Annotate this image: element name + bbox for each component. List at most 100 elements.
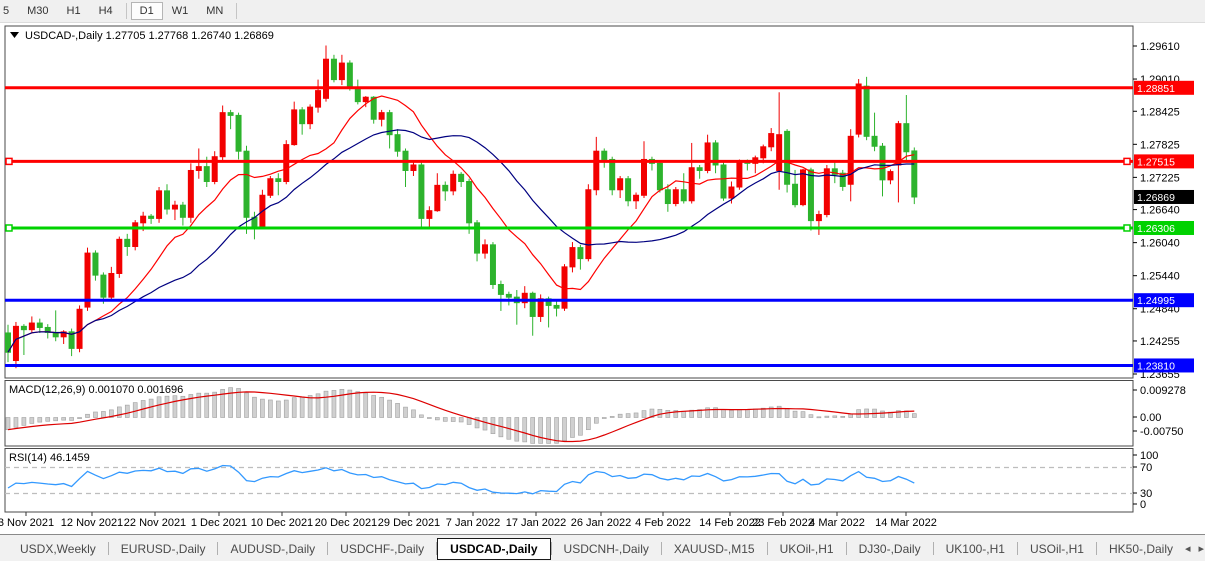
tab-separator (845, 542, 847, 555)
tab-scroll-arrows: ◂ ▸ (1185, 542, 1204, 555)
tab-usdcnh-daily[interactable]: USDCNH-,Daily (563, 541, 649, 556)
svg-text:1.25440: 1.25440 (1140, 271, 1180, 283)
ma-slow-line (7, 129, 915, 353)
timeframe-button-h4[interactable]: H4 (98, 5, 113, 17)
svg-text:-0.00750: -0.00750 (1140, 426, 1183, 438)
tab-ukoil-h1[interactable]: UKOil-,H1 (779, 541, 834, 556)
tab-audusd-daily[interactable]: AUDUSD-,Daily (230, 541, 316, 556)
timeframe-button-m30[interactable]: M30 (27, 5, 49, 17)
svg-text:1.26869: 1.26869 (1137, 192, 1175, 204)
tab-usdchf-daily[interactable]: USDCHF-,Daily (340, 541, 425, 556)
svg-text:1 Dec 2021: 1 Dec 2021 (191, 517, 247, 529)
hline-handle[interactable] (1123, 224, 1131, 232)
price-badge-1.24995: 1.24995 (1134, 293, 1194, 308)
tab-usdcad-daily[interactable]: USDCAD-,Daily (437, 537, 551, 560)
tab-scroll-right-icon[interactable]: ▸ (1198, 543, 1205, 555)
candles-series (5, 45, 918, 369)
tab-uk100-h1[interactable]: UK100-,H1 (945, 541, 1005, 556)
svg-text:14 Mar 2022: 14 Mar 2022 (875, 517, 937, 529)
svg-text:1.24255: 1.24255 (1140, 336, 1180, 348)
macd-histogram (5, 387, 917, 444)
price-badge-1.26306: 1.26306 (1134, 220, 1194, 235)
svg-text:4 Mar 2022: 4 Mar 2022 (809, 517, 865, 529)
tab-scroll-left-icon[interactable]: ◂ (1185, 543, 1191, 555)
tab-separator (766, 542, 768, 555)
tab-usoil-h1[interactable]: USOil-,H1 (1029, 541, 1084, 556)
timeframe-button-h1[interactable]: H1 (66, 5, 81, 17)
svg-text:22 Nov 2021: 22 Nov 2021 (124, 517, 186, 529)
svg-text:1.27515: 1.27515 (1137, 156, 1175, 168)
macd-signal-line (7, 391, 915, 443)
tab-separator (327, 542, 329, 555)
hline-handle[interactable] (1123, 157, 1131, 166)
tab-separator (550, 542, 552, 555)
svg-text:0.00: 0.00 (1140, 412, 1161, 424)
svg-text:14 Feb 2022: 14 Feb 2022 (699, 517, 761, 529)
svg-text:12 Nov 2021: 12 Nov 2021 (61, 517, 123, 529)
tab-separator (1095, 542, 1097, 555)
tab-eurusd-daily[interactable]: EURUSD-,Daily (120, 541, 206, 556)
tab-separator (932, 542, 934, 555)
tab-dj30-daily[interactable]: DJ30-,Daily (858, 541, 921, 556)
hline-handle[interactable] (5, 224, 13, 232)
svg-text:0.009278: 0.009278 (1140, 385, 1186, 397)
svg-text:20 Dec 2021: 20 Dec 2021 (315, 517, 377, 529)
svg-text:23 Feb 2022: 23 Feb 2022 (752, 517, 814, 529)
svg-text:30: 30 (1140, 488, 1152, 500)
svg-text:29 Dec 2021: 29 Dec 2021 (378, 517, 440, 529)
svg-text:26 Jan 2022: 26 Jan 2022 (571, 517, 632, 529)
svg-text:17 Jan 2022: 17 Jan 2022 (506, 517, 567, 529)
current-price-badge: 1.26869 (1134, 189, 1194, 204)
svg-text:1.28425: 1.28425 (1140, 106, 1180, 118)
svg-text:1.28851: 1.28851 (1137, 83, 1175, 95)
tab-xauusd-m15[interactable]: XAUUSD-,M15 (673, 541, 755, 556)
svg-text:4 Feb 2022: 4 Feb 2022 (635, 517, 691, 529)
tab-separator (1016, 542, 1018, 555)
svg-text:7 Jan 2022: 7 Jan 2022 (446, 517, 500, 529)
svg-text:1.26040: 1.26040 (1140, 238, 1180, 250)
svg-text:3 Nov 2021: 3 Nov 2021 (0, 517, 54, 529)
tab-separator (217, 542, 219, 555)
chart-tabs: USDX,Weekly EURUSD-,Daily AUDUSD-,Daily USD… (0, 534, 1205, 561)
tab-separator (660, 542, 662, 555)
rsi-label: RSI(14) 46.1459 (9, 452, 90, 464)
price-badge-1.23810: 1.23810 (1134, 358, 1194, 373)
price-badge-1.28851: 1.28851 (1134, 80, 1194, 95)
price-badge-1.27515: 1.27515 (1134, 154, 1194, 169)
svg-text:100: 100 (1140, 450, 1158, 462)
price-axis: 1.296101.290101.284251.278251.272251.266… (1133, 41, 1186, 511)
svg-text:1.23810: 1.23810 (1137, 360, 1175, 372)
timeframe-button-5[interactable]: 5 (3, 5, 10, 17)
svg-text:1.27825: 1.27825 (1140, 139, 1180, 151)
rsi-line (7, 464, 915, 495)
toolbar-separator (236, 3, 238, 19)
timeframe-toolbar: 5 M30 H1 H4 D1 W1 MN (0, 0, 1205, 23)
toolbar-separator (125, 3, 127, 19)
tab-hk50-daily[interactable]: HK50-,Daily (1108, 541, 1174, 556)
chart-area: 1.29610 1.29010 1.28425 1.27825 1.27225 1.266… (0, 23, 1205, 534)
date-axis: 3 Nov 2021 12 Nov 2021 22 Nov 2021 1 Dec 20… (0, 512, 937, 529)
svg-text:1.24995: 1.24995 (1137, 295, 1175, 307)
svg-text:10 Dec 2021: 10 Dec 2021 (251, 517, 313, 529)
svg-text:1.27225: 1.27225 (1140, 172, 1180, 184)
ma-fast-line (7, 95, 915, 353)
svg-text:1.26640: 1.26640 (1140, 205, 1180, 217)
hline-handle[interactable] (5, 157, 13, 166)
timeframe-button-d1[interactable]: D1 (130, 2, 163, 20)
chart-canvas[interactable]: 1.296101.290101.284251.278251.272251.266… (0, 23, 1205, 534)
svg-text:0: 0 (1140, 499, 1146, 511)
timeframe-button-mn[interactable]: MN (206, 5, 224, 17)
main-pane[interactable] (4, 25, 1134, 379)
macd-label: MACD(12,26,9) 0.001070 0.001696 (9, 384, 183, 396)
rsi-pane[interactable] (4, 448, 1134, 513)
symbol-ohlc-label: USDCAD-,Daily 1.27705 1.27768 1.26740 1.… (25, 30, 274, 42)
chart-legend: USDCAD-,Daily 1.27705 1.27768 1.26740 1.… (10, 30, 274, 42)
symbol-dropdown-icon[interactable] (10, 32, 19, 38)
timeframe-button-w1[interactable]: W1 (171, 5, 189, 17)
tab-separator (436, 542, 438, 555)
svg-text:70: 70 (1140, 462, 1152, 474)
svg-text:1.26306: 1.26306 (1137, 223, 1175, 235)
tab-usdx-weekly[interactable]: USDX,Weekly (20, 541, 96, 556)
macd-pane[interactable] (4, 380, 1134, 447)
